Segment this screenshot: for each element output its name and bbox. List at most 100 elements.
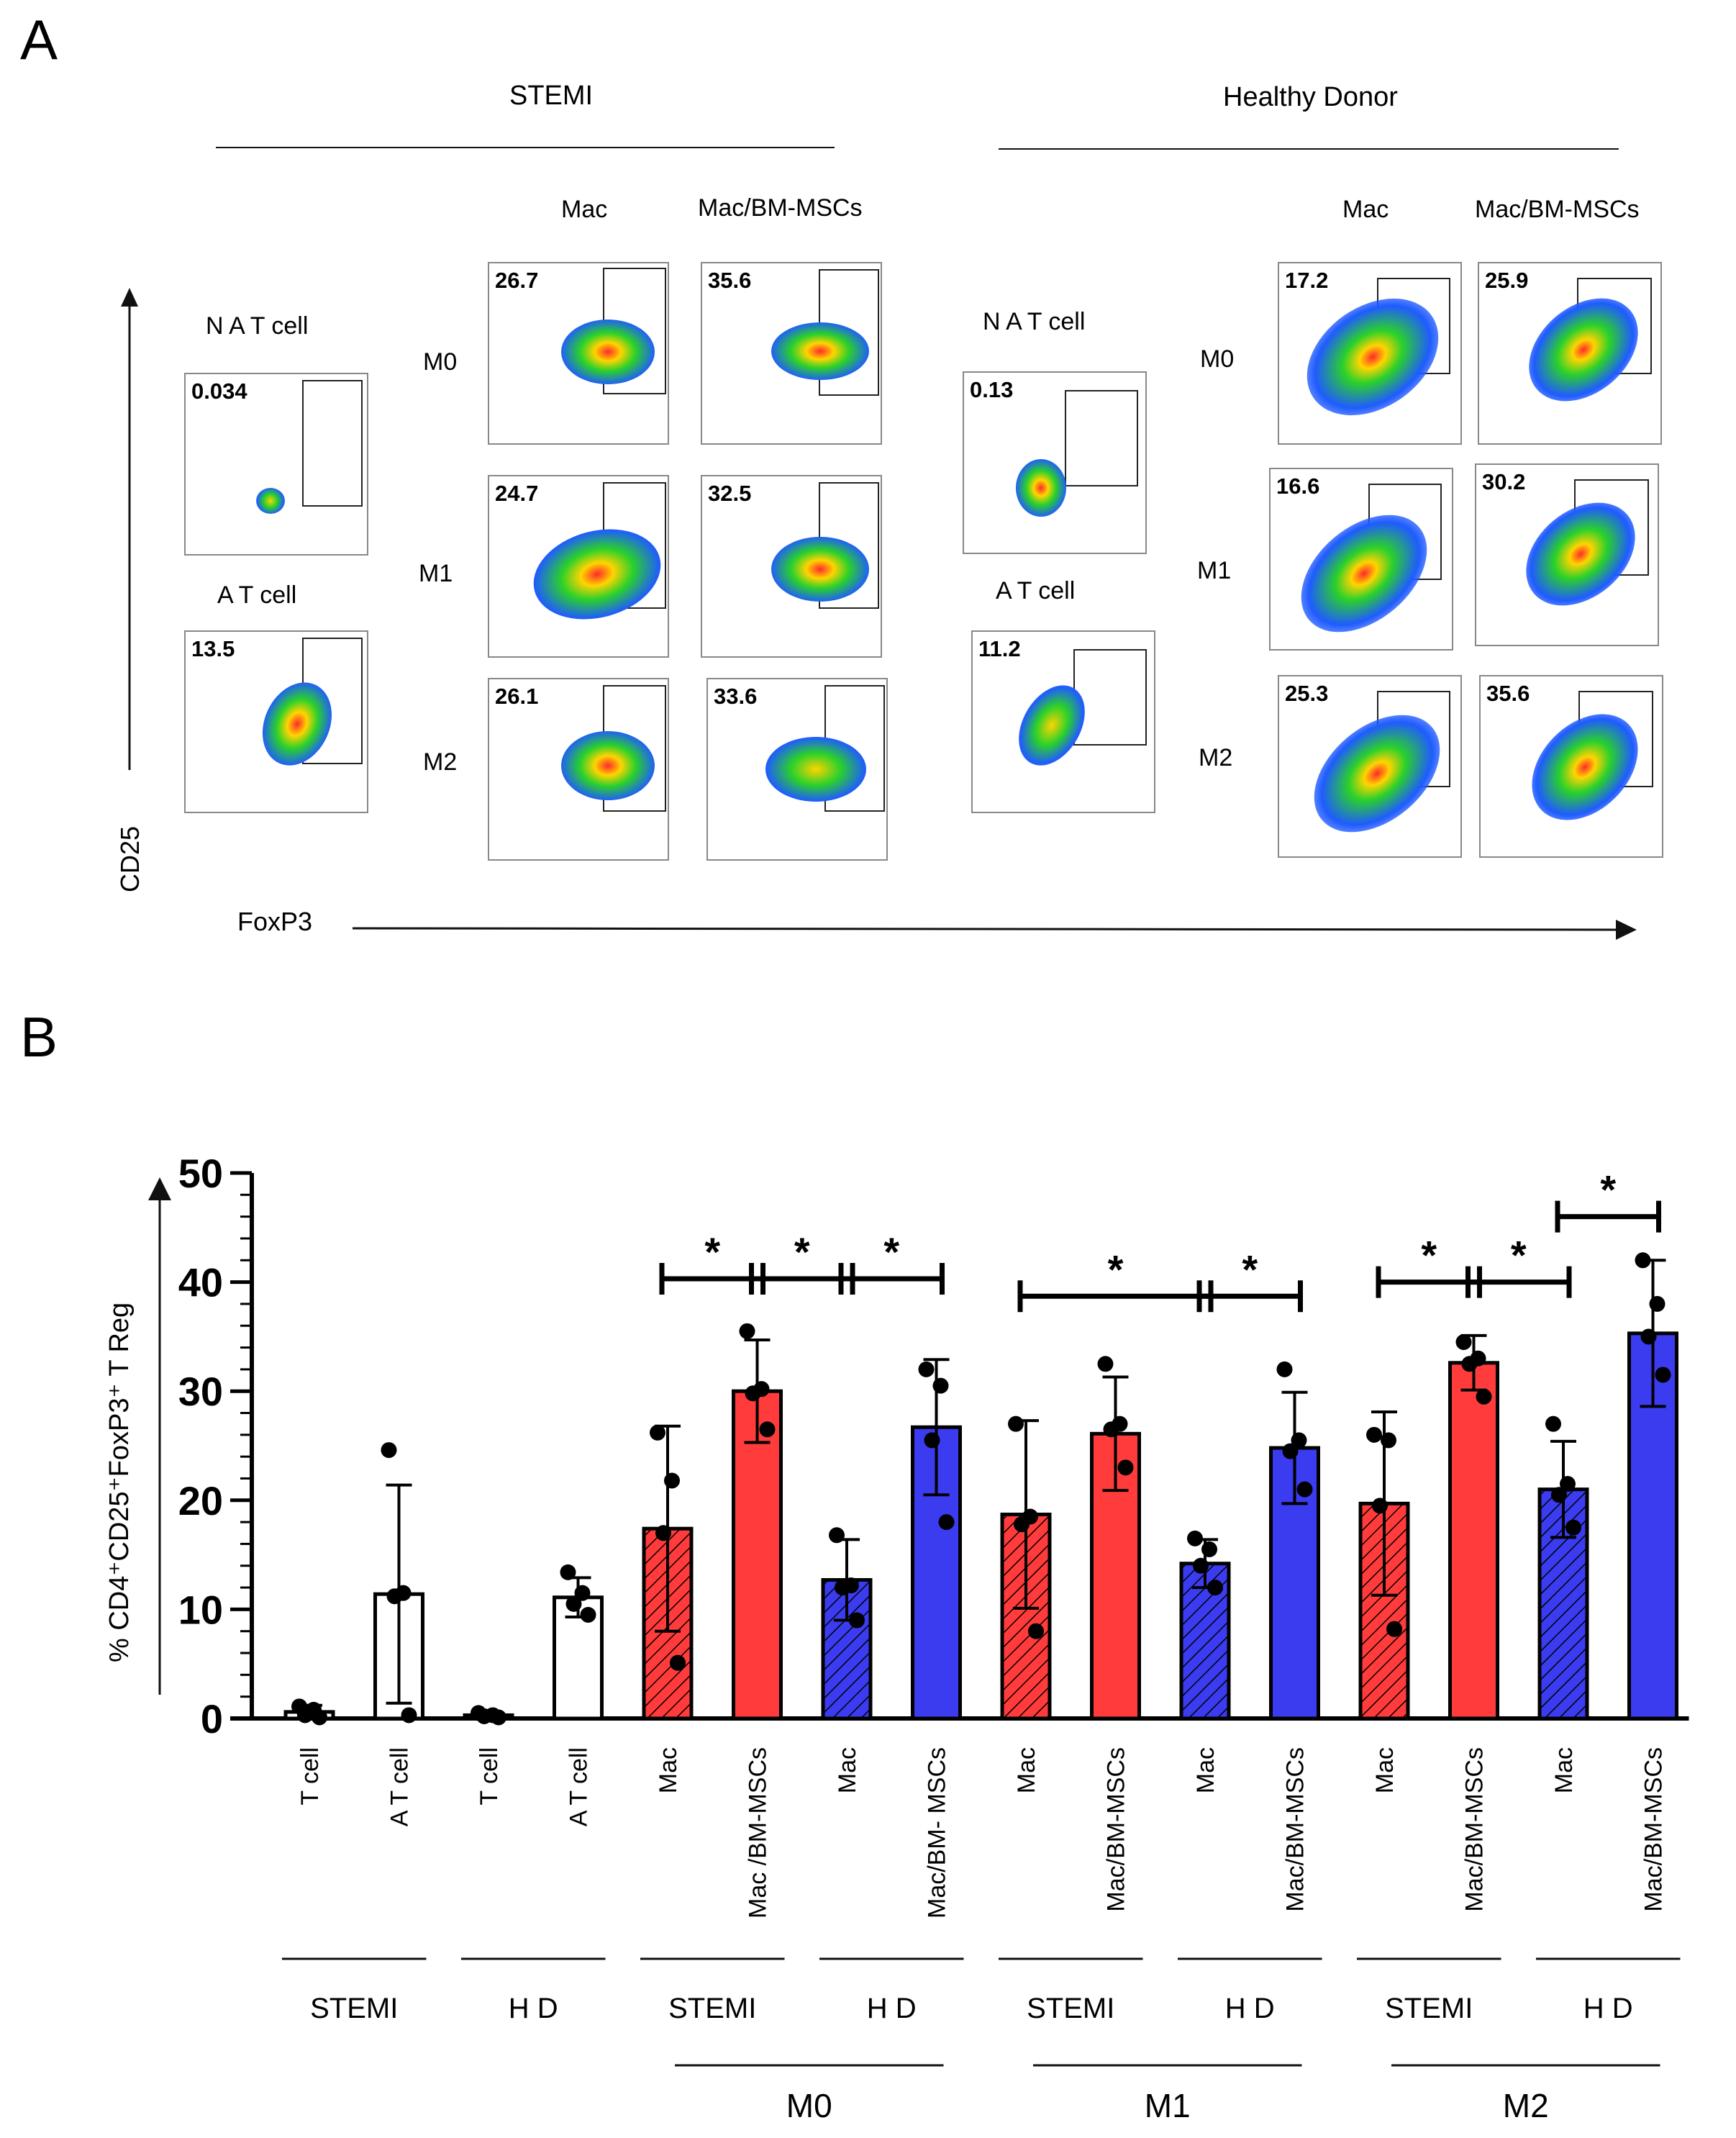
gate-percentage: 0.13 [970,377,1014,402]
data-point [1372,1498,1388,1514]
data-point [491,1709,506,1726]
data-point [1476,1388,1492,1405]
flow-plot-hd-m0-mac: 17.2 [1278,262,1462,445]
hd-nat-label: N A T cell [983,308,1086,335]
data-point [1207,1580,1223,1596]
gate-percentage: 16.6 [1276,474,1320,499]
category-label: Mac [1192,1747,1219,1793]
data-point [932,1377,949,1394]
data-point [580,1606,596,1623]
data-point [924,1432,940,1449]
source-group-label: H D [1583,1993,1633,2024]
flow-plot-hd-m2-mac: 25.3 [1278,675,1462,858]
data-point [297,1707,313,1723]
data-point [1635,1252,1651,1269]
bar [911,1425,962,1721]
bar [732,1389,783,1721]
cell-density-cloud [765,737,866,802]
data-point [849,1612,865,1629]
hd-group-rule [999,148,1619,150]
data-point [1276,1361,1293,1377]
data-point [381,1442,397,1459]
flow-plot-hd-m1-msc: 30.2 [1475,463,1659,646]
data-point [386,1588,403,1605]
category-label: Mac [834,1747,861,1793]
data-point [1291,1432,1307,1449]
cell-density-cloud [256,488,285,514]
source-group-label: STEMI [310,1993,398,2024]
stemi-row-label-m0: M0 [423,348,458,376]
data-point [655,1525,671,1541]
y-tick-label: 0 [201,1696,223,1741]
category-labels: T cell A T cell T cell A T cell Mac Mac /BM-M… [296,1747,1668,1919]
category-label: T cell [476,1747,503,1806]
significance-star: * [1600,1167,1616,1213]
significance-star: * [1421,1233,1437,1278]
data-point [1103,1421,1119,1438]
source-group-label: H D [1225,1993,1275,2024]
data-point [312,1709,327,1726]
flow-plot-hd-nat: 0.13 [963,371,1147,554]
data-point [745,1385,761,1402]
source-group-label: H D [867,1993,917,2024]
stemi-row-label-m2: M2 [423,748,458,776]
flow-plot-hd-at: 11.2 [971,630,1155,813]
polarization-group-label: M0 [786,2087,832,2124]
significance-star: * [794,1229,810,1274]
data-point [1193,1557,1209,1574]
significance-star: * [1242,1246,1258,1292]
gate-percentage: 17.2 [1285,268,1329,293]
source-group-label: H D [509,1993,558,2024]
foxp3-axis-arrow [352,920,1637,940]
hd-at-label: A T cell [996,577,1076,604]
category-label: Mac [1013,1747,1040,1793]
y-tick-label: 30 [178,1369,223,1414]
y-axis-arrow [148,1177,171,1695]
data-point [560,1564,576,1580]
data-point [565,1595,582,1612]
cell-density-cloud [1016,459,1066,517]
data-point [835,1580,850,1596]
stemi-group-title: STEMI [509,81,594,111]
data-point [401,1707,417,1723]
panel-a-letter: A [20,8,58,71]
category-label: Mac/BM-MSCs [1103,1747,1130,1912]
stemi-group-rule [216,147,835,148]
stemi-row-label-m1: M1 [419,560,453,587]
data-point [829,1527,845,1544]
hd-group-title: Healthy Donor [1223,82,1398,112]
stemi-at-label: A T cell [217,581,297,609]
data-point [1455,1333,1472,1350]
data-point [1640,1328,1657,1345]
data-point [1649,1295,1665,1312]
data-point [1028,1623,1044,1639]
gate-percentage: 32.5 [708,481,752,506]
data-point [1560,1476,1576,1492]
category-label: Mac /BM-MSCs [745,1747,772,1919]
flow-plot-stemi-at: 13.5 [184,630,368,813]
data-point [1097,1356,1114,1372]
cell-density-cloud [561,320,655,384]
polarization-group-label: M2 [1503,2087,1549,2124]
gate-box [1065,390,1138,486]
flow-plot-stemi-m1-msc: 32.5 [701,475,882,658]
flow-plot-hd-m0-msc: 25.9 [1478,262,1662,445]
category-label: A T cell [386,1747,414,1826]
gate-box [302,380,363,507]
flow-plot-stemi-m2-msc: 33.6 [706,678,888,861]
data-point [1117,1459,1134,1476]
data-point [1187,1530,1203,1546]
significance-star: * [883,1229,899,1274]
data-point [1565,1519,1581,1536]
flow-plot-stemi-m0-msc: 35.6 [701,262,882,445]
source-group-label: STEMI [668,1993,756,2024]
category-label: A T cell [565,1747,593,1826]
significance-layer: * * * * * * * * [659,1167,1661,1313]
data-point [1014,1516,1030,1533]
data-point [938,1514,955,1531]
polarization-group-label: M1 [1145,2087,1191,2124]
y-tick-label: 10 [178,1587,223,1632]
data-point [1461,1356,1478,1372]
data-point [1381,1432,1396,1449]
data-point [1282,1443,1299,1459]
